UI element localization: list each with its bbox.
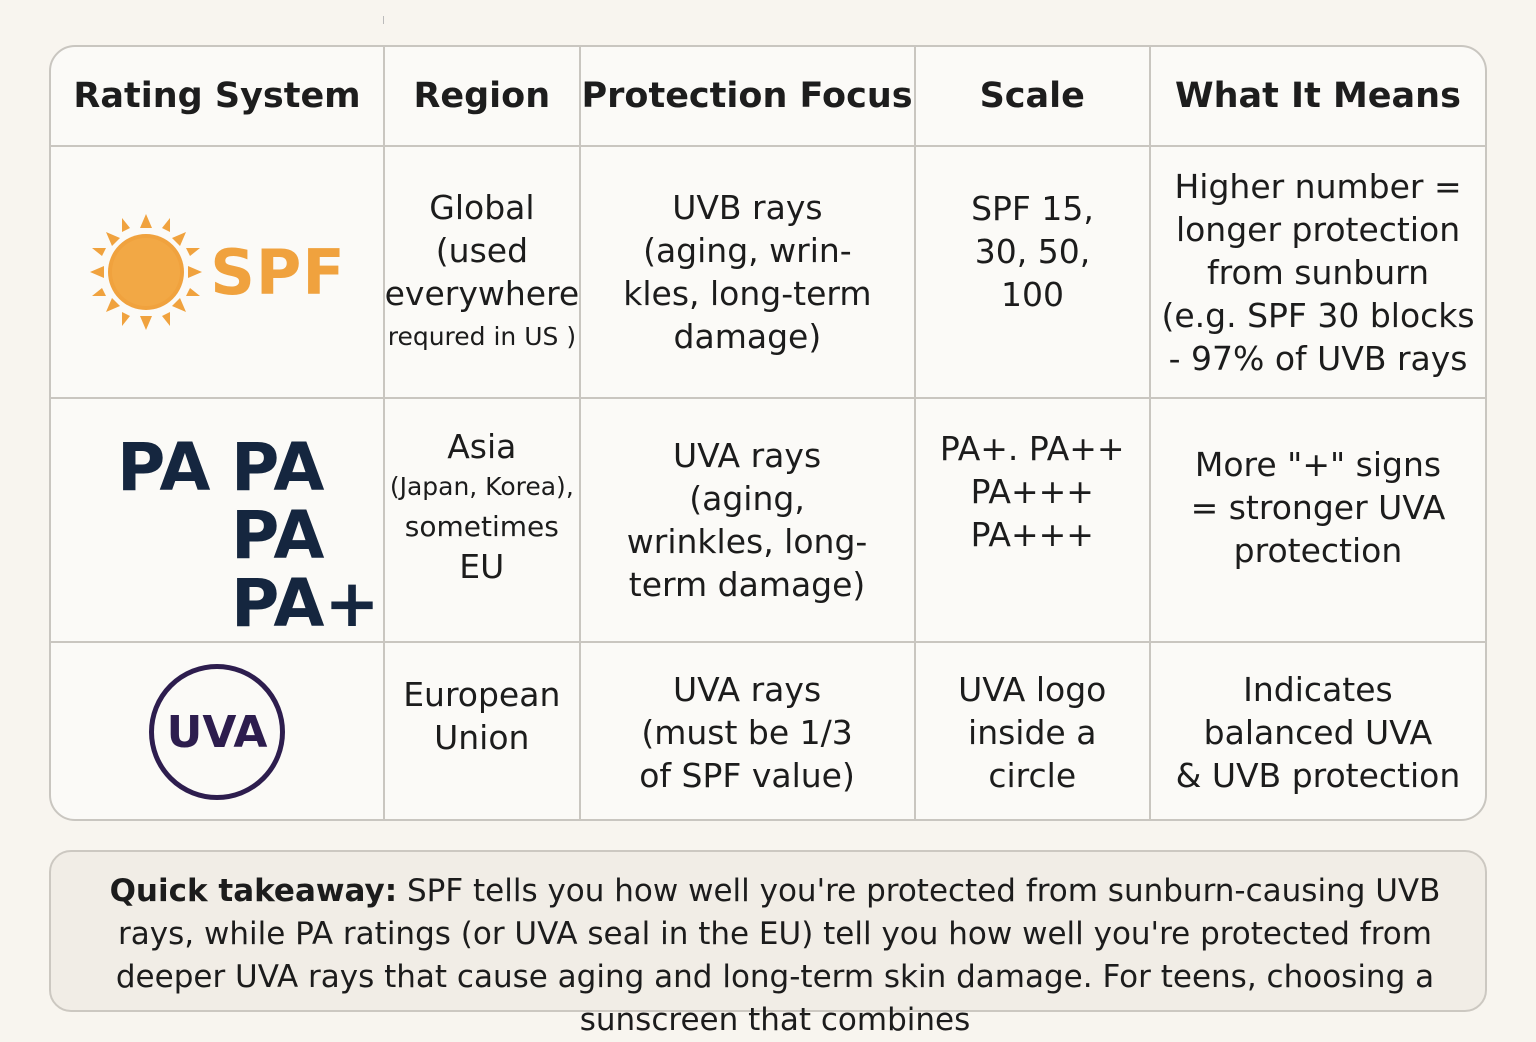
sun-icon [90,214,203,330]
region-line: Global [429,188,535,227]
header-what-it-means: What It Means [1148,47,1485,145]
pa-logo-text: PA [231,497,325,574]
pa-region-cell: Asia (Japan, Korea), sometimes EU [383,399,578,641]
meaning-line: - 97% of UVB rays [1168,338,1468,378]
region-line: everywhere [384,274,580,313]
focus-line: wrinkles, long- [626,522,868,561]
meaning-line: (e.g. SPF 30 blocks [1161,295,1475,335]
pa-focus-cell: UVA rays (aging, wrinkles, long- term da… [578,399,914,641]
pa-scale-cell: PA+. PA++ PA+++ PA+++ [913,399,1149,641]
spf-logo-cell: SPF [51,147,383,397]
meaning-line: Higher number = [1174,166,1462,206]
focus-line: UVB rays [672,188,823,227]
table-row-pa: PA PA PA PA+ Asia (Japan, Korea), someti… [51,397,1485,641]
scale-line: PA+++ [970,472,1094,511]
focus-line: kles, long-term [623,274,872,313]
spf-region-cell: Global (used everywhere requred in US ) [382,147,580,397]
spf-scale-cell: SPF 15, 30, 50, 100 [913,147,1149,397]
pa-logo-cell: PA PA PA PA+ [51,399,383,641]
meaning-line: More "+" signs [1194,445,1442,484]
spf-meaning-cell: Higher number = longer protection from s… [1149,147,1485,397]
scale-line: circle [988,755,1077,795]
scale-line: SPF 15, [971,189,1094,228]
quick-takeaway-box: Quick takeaway: SPF tells you how well y… [49,850,1487,1038]
region-line: Asia [447,427,517,466]
rating-systems-table: Rating System Region Protection Focus Sc… [49,45,1487,821]
spf-logo-text: SPF [210,235,346,309]
header-region: Region [383,47,578,145]
focus-line: damage) [673,317,822,356]
meaning-line: from sunburn [1207,252,1430,292]
focus-line: (aging, [689,479,805,518]
uva-logo-cell: UVA [51,643,383,819]
region-line: (Japan, Korea), [389,472,574,501]
table-header-row: Rating System Region Protection Focus Sc… [51,47,1485,145]
scale-line: 30, 50, [974,232,1091,271]
focus-line: (aging, wrin- [643,231,852,270]
table-row-spf: SPF Global (used everywhere requred in U… [51,145,1485,397]
scale-line: PA+. PA++ [939,429,1125,468]
uva-meaning-cell: Indicates balanced UVA & UVB protection [1148,643,1485,819]
meaning-line: = stronger UVA [1190,488,1446,527]
focus-line: UVA rays [672,669,822,709]
scale-line: inside a [968,712,1097,752]
table-row-uva: UVA European Union UVA rays (must be 1/3… [51,641,1485,819]
scale-line: UVA logo [958,669,1107,709]
focus-line: (must be 1/3 [641,712,853,752]
pa-logo-text: PA [117,429,211,506]
meaning-line: & UVB protection [1175,755,1461,795]
meaning-line: longer protection [1175,209,1461,249]
meaning-line: Indicates [1243,669,1393,709]
region-line: (used [435,231,529,270]
scale-line: 100 [1000,275,1064,314]
scale-line: PA+++ [970,515,1094,554]
header-protection-focus: Protection Focus [578,47,914,145]
header-scale: Scale [913,47,1149,145]
region-line: Union [434,718,530,757]
uva-scale-cell: UVA logo inside a circle [913,643,1149,819]
uva-logo-text: UVA [166,706,268,758]
focus-line: UVA rays [672,436,822,475]
focus-line: term damage) [628,565,866,604]
pa-plus-logo-text: PA+ [231,565,380,642]
region-line: European [403,675,561,714]
takeaway-label: Quick takeaway: [109,873,398,909]
region-line: EU [459,547,505,586]
spf-focus-cell: UVB rays (aging, wrin- kles, long-term d… [578,147,914,397]
uva-focus-cell: UVA rays (must be 1/3 of SPF value) [578,643,914,819]
pa-logo-text: PA [231,429,325,506]
top-tick-mark [383,16,384,24]
pa-meaning-cell: More "+" signs = stronger UVA protection [1148,399,1485,641]
uva-seal-icon: UVA [149,664,286,800]
focus-line: of SPF value) [639,755,855,795]
region-line: sometimes [404,510,559,543]
header-rating-system: Rating System [73,76,361,116]
meaning-line: balanced UVA [1203,712,1433,752]
region-note: requred in US ) [387,322,577,351]
meaning-line: protection [1233,531,1403,570]
uva-region-cell: European Union [383,643,578,819]
